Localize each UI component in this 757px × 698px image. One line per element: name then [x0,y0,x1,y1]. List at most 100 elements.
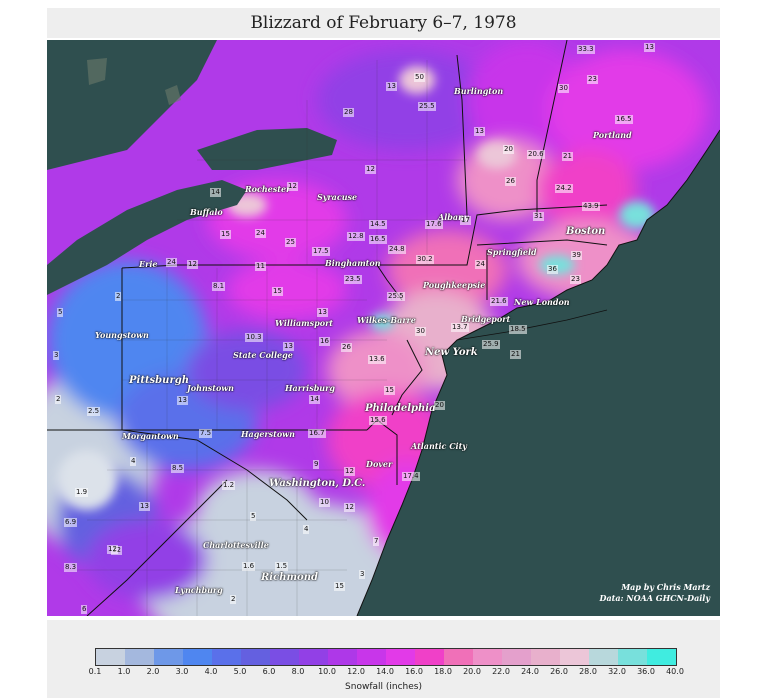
city-label: Erie [139,259,158,269]
colorbar-tick-label: 16.0 [405,667,423,676]
colorbar-tick-label: 10.0 [318,667,336,676]
colorbar-swatch [647,649,676,665]
colorbar-tick-label: 8.0 [291,667,305,676]
snow-value: 20 [503,145,514,154]
colorbar-swatch [154,649,183,665]
snow-value: 25 [285,238,296,247]
colorbar-swatch [618,649,647,665]
lake-ontario [197,128,337,170]
city-label: Richmond [261,572,318,583]
snow-value: 21.6 [490,297,508,306]
colorbar-tick-label: 6.0 [262,667,276,676]
snow-value: 26 [505,177,516,186]
snow-value: 26 [341,343,352,352]
snow-value: 23 [570,275,581,284]
city-label: State College [233,350,293,360]
colorbar-tick-label: 36.0 [637,667,655,676]
snow-value: 13 [644,43,655,52]
map-title: Blizzard of February 6–7, 1978 [47,8,720,38]
snow-value: 31 [533,212,544,221]
snow-value: 15 [384,386,395,395]
snow-value: 10 [319,498,330,507]
snow-value: 13.6 [368,355,386,364]
snow-value: 8.5 [171,464,185,473]
colorbar-swatch [357,649,386,665]
map-credit: Map by Chris Martz Data: NOAA GHCN-Daily [600,582,710,604]
colorbar-tick-label: 4.0 [204,667,218,676]
colorbar-tick-label: 12.0 [347,667,365,676]
colorbar-tick-label: 14.0 [376,667,394,676]
credit-data-source: Data: NOAA GHCN-Daily [599,593,710,603]
snow-value: 30.2 [416,255,434,264]
city-label: Binghamton [325,258,381,268]
snow-value: 12 [344,467,355,476]
city-label: Buffalo [190,207,223,217]
snow-value: 21 [510,350,521,359]
snow-value: 15.6 [369,416,387,425]
snow-value: 1.2 [222,481,236,490]
snow-value: 16 [319,337,330,346]
snow-value: 24 [255,229,266,238]
colorbar-swatch [270,649,299,665]
snow-value: 24.2 [555,184,573,193]
snow-value: 1.6 [242,562,256,571]
snow-value: 9 [313,460,320,469]
city-label: Poughkeepsie [423,280,486,290]
snow-value: 5 [250,512,257,521]
snow-value: 6 [81,605,88,614]
snow-value: 14.5 [369,220,387,229]
legend: 0.1 1.0 2.0 3.0 4.0 5.0 6.0 8.0 10.0 12.0 14.0 16.0… [47,620,720,698]
snow-value: 21 [562,152,573,161]
city-label: Boston [566,226,606,237]
snow-value: 16.7 [308,429,326,438]
colorbar-swatch [241,649,270,665]
snow-value: 12 [187,260,198,269]
colorbar-tick-label: 22.0 [492,667,510,676]
snow-value: 17 [460,216,471,225]
city-label: Hagerstown [241,429,295,439]
snow-value: 7 [373,537,380,546]
snow-value: 43.9 [582,202,600,211]
city-label: Portland [593,130,632,140]
colorbar-swatch [531,649,560,665]
colorbar-swatch [183,649,212,665]
snow-value: 24 [475,260,486,269]
colorbar-swatch [386,649,415,665]
island [165,85,181,105]
snow-value: 14 [210,188,221,197]
snow-value: 13 [317,308,328,317]
snow-value: 6.9 [64,518,78,527]
snow-value: 15 [220,230,231,239]
colorbar-swatch [299,649,328,665]
city-label: Philadelphia [365,403,436,414]
snow-value: 4 [130,457,137,466]
colorbar-swatch [502,649,531,665]
snow-value: 13 [283,342,294,351]
snow-value: 13 [177,396,188,405]
snow-value: 20 [434,401,445,410]
snowfall-map: Burlington Portland Rochester Syracuse B… [47,40,720,616]
colorbar-swatch [589,649,618,665]
snow-value: 17.6 [425,220,443,229]
colorbar-tick-label: 24.0 [521,667,539,676]
colorbar-swatch [96,649,125,665]
city-label: Springfield [487,247,537,257]
city-label: Washington, D.C. [269,478,366,489]
snow-value: 24.8 [388,245,406,254]
snow-value: 25.5 [387,292,405,301]
colorbar-ticks: 0.1 1.0 2.0 3.0 4.0 5.0 6.0 8.0 10.0 12.0 14.0 16.0… [89,667,684,679]
city-label: Wilkes-Barre [357,315,416,325]
colorbar-tick-label: 0.1 [88,667,102,676]
snow-value: 7.5 [199,429,213,438]
city-label: Albany [438,212,469,222]
snow-value: 1.9 [75,488,89,497]
snow-value: 8.3 [64,563,78,572]
snow-value: 2 [115,292,122,301]
snow-value: 3 [53,351,60,360]
colorbar-swatch [560,649,589,665]
city-label: Bridgeport [461,314,511,324]
snow-value: 4 [303,525,310,534]
snow-value: 2.5 [87,407,101,416]
snow-value: 1.5 [275,562,289,571]
snow-value: 25.5 [418,102,436,111]
